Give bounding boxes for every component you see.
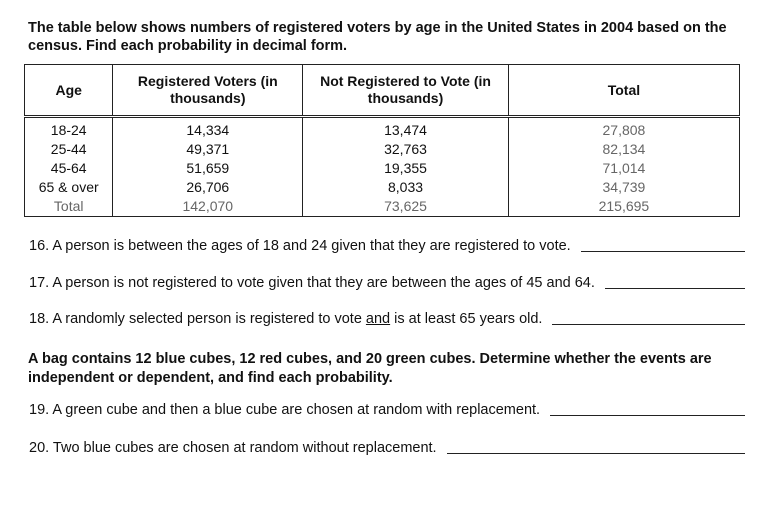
question-text: 20. Two blue cubes are chosen at random …: [29, 440, 437, 456]
table-cell: 49,371: [112, 140, 304, 159]
answer-blank: [550, 414, 745, 416]
question-text: 16. A person is between the ages of 18 a…: [29, 238, 571, 254]
table-row: 25-44 49,371 32,763 82,134: [23, 140, 741, 159]
answer-blank: [446, 452, 745, 454]
answer-blank: [552, 323, 745, 325]
question-part: and: [365, 311, 391, 327]
question-part: 19. A green cube and then a blue cube ar…: [29, 402, 541, 418]
table-body: 18-24 14,334 13,474 27,808 25-44 49,371 32,763…: [23, 116, 741, 217]
voter-table: Age Registered Voters (in thousands) Not R…: [23, 64, 741, 217]
table-cell: 65 & over: [23, 178, 114, 197]
question: 17. A person is not registered to vote g…: [29, 275, 745, 291]
table-cell: 34,739: [507, 178, 741, 197]
table-cell: 25-44: [23, 140, 114, 159]
question-text: 17. A person is not registered to vote g…: [29, 275, 595, 291]
question-part: 20. Two blue cubes are chosen at random …: [29, 440, 437, 456]
question: 20. Two blue cubes are chosen at random …: [29, 440, 745, 456]
table-cell: 19,355: [302, 159, 509, 178]
table-cell: 82,134: [507, 140, 741, 159]
answer-blank: [604, 287, 745, 289]
table-cell: 45-64: [23, 159, 114, 178]
question-part: 17. A person is not registered to vote g…: [29, 275, 595, 291]
question-text: 19. A green cube and then a blue cube ar…: [29, 402, 540, 418]
question-part: 16. A person is between the ages of 18 a…: [29, 238, 571, 254]
table-row: 65 & over 26,706 8,033 34,739: [23, 178, 741, 197]
question-part: is at least 65 years old.: [394, 311, 543, 327]
table-cell: 32,763: [302, 140, 509, 159]
intro-text: The table below shows numbers of registe…: [28, 20, 727, 54]
table-row: Total 142,070 73,625 215,695: [23, 197, 741, 217]
answer-blank: [580, 250, 745, 252]
table-cell: 215,695: [507, 197, 741, 217]
table-cell: 71,014: [507, 159, 741, 178]
header-cell: Registered Voters (in thousands): [112, 64, 304, 118]
table-cell: 26,706: [112, 178, 304, 197]
table-cell: 142,070: [112, 197, 304, 217]
header-row: Age Registered Voters (in thousands) Not R…: [23, 64, 741, 118]
table-cell: 14,334: [112, 116, 304, 140]
table-cell: 73,625: [302, 197, 509, 217]
table-cell: Total: [23, 197, 114, 217]
table-row: 45-64 51,659 19,355 71,014: [23, 159, 741, 178]
table-cell: 51,659: [112, 159, 304, 178]
question: 18. A randomly selected person is regist…: [29, 311, 745, 327]
question: 19. A green cube and then a blue cube ar…: [29, 402, 745, 418]
table-row: 18-24 14,334 13,474 27,808: [23, 116, 741, 140]
table-cell: 18-24: [23, 116, 114, 140]
header-cell: Age: [23, 64, 114, 118]
table-cell: 13,474: [302, 116, 509, 140]
question-text: 18. A randomly selected person is regist…: [29, 311, 542, 327]
header-cell: Total: [507, 64, 741, 118]
question: 16. A person is between the ages of 18 a…: [29, 238, 745, 254]
bag-text: A bag contains 12 blue cubes, 12 red cub…: [28, 351, 712, 386]
header-cell: Not Registered to Vote (in thousands): [302, 64, 509, 118]
table-cell: 27,808: [507, 116, 741, 140]
table-cell: 8,033: [302, 178, 509, 197]
question-part: 18. A randomly selected person is regist…: [29, 311, 362, 327]
